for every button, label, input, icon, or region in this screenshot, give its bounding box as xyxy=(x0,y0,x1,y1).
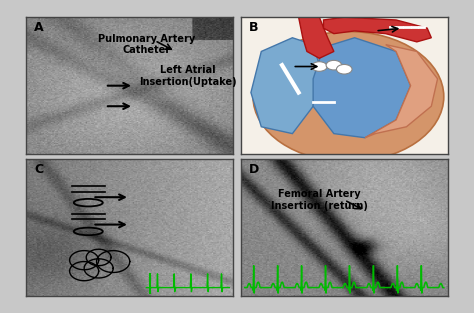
Text: Pulmonary Artery
Catheter: Pulmonary Artery Catheter xyxy=(98,34,195,55)
Text: C: C xyxy=(34,163,44,176)
Ellipse shape xyxy=(253,32,444,162)
Polygon shape xyxy=(365,45,438,138)
Ellipse shape xyxy=(337,64,352,74)
Polygon shape xyxy=(313,38,410,138)
Text: D: D xyxy=(249,163,259,176)
Text: Left Atrial
Insertion(Uptake): Left Atrial Insertion(Uptake) xyxy=(139,65,237,87)
Polygon shape xyxy=(323,17,431,42)
Text: A: A xyxy=(34,21,44,34)
Ellipse shape xyxy=(326,60,342,70)
Ellipse shape xyxy=(311,62,327,71)
Polygon shape xyxy=(299,17,334,58)
Text: B: B xyxy=(249,21,258,34)
Text: Femoral Artery
Insertion (return): Femoral Artery Insertion (return) xyxy=(271,189,368,211)
Polygon shape xyxy=(251,38,319,134)
